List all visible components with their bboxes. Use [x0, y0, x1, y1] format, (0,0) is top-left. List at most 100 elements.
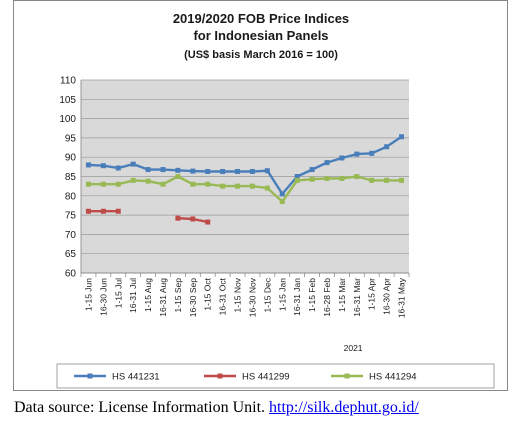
data-point	[190, 216, 196, 222]
y-tick-label: 80	[65, 191, 77, 202]
data-point	[279, 199, 285, 205]
data-point	[235, 183, 241, 189]
x-tick-label: 16-31 Oct	[218, 277, 228, 315]
legend-box	[56, 363, 495, 389]
data-point	[369, 150, 375, 156]
x-tick-label: 16-30 Jun	[98, 278, 108, 316]
x-tick-label: 16-31 May	[397, 277, 407, 318]
x-tick-label: 16-30 Apr	[382, 278, 392, 315]
legend: HS 441231 HS 441299 HS 441294	[74, 372, 417, 383]
data-point	[205, 219, 211, 225]
data-point	[145, 167, 151, 173]
data-point	[324, 160, 330, 166]
y-tick-label: 75	[65, 211, 77, 222]
x-tick-label: 1-15 Aug	[143, 278, 153, 312]
x-tick-label: 16-28 Feb	[322, 278, 332, 317]
data-point	[399, 177, 405, 183]
data-point	[279, 191, 285, 197]
data-point	[354, 174, 360, 179]
data-point	[160, 181, 166, 187]
data-point	[249, 183, 255, 189]
data-point	[115, 165, 121, 171]
data-point	[130, 177, 136, 183]
data-point	[294, 177, 300, 183]
y-tick-label: 110	[60, 76, 76, 87]
data-point	[175, 167, 181, 173]
legend-swatch-marker	[217, 373, 223, 379]
series-line-0	[88, 135, 403, 196]
data-point	[115, 208, 121, 214]
data-point	[100, 163, 106, 169]
x-tick-label: 1-15 Dec	[262, 277, 272, 312]
x-tick-label: 16-31 Jan	[292, 278, 302, 316]
y-tick-label: 105	[59, 95, 76, 106]
data-point	[399, 134, 405, 140]
data-point	[354, 151, 360, 157]
y-tick-label: 90	[65, 153, 77, 164]
x-tick-label: 16-30 Nov	[247, 277, 257, 317]
data-source-caption: Data source: License Information Unit. h…	[14, 399, 514, 417]
chart-title-line-1: 2019/2020 FOB Price Indices	[173, 11, 349, 26]
y-tick-label: 60	[65, 269, 77, 280]
x-tick-label: 1-15 Apr	[367, 278, 377, 310]
data-point	[220, 183, 226, 189]
data-point	[339, 175, 345, 181]
x-axis: 1-15 Jun 16-30 Jun 1-15 Jul 16-31 Jul 1-15 A…	[80, 272, 410, 318]
chart-title-line-2: for Indonesian Panels	[193, 28, 328, 43]
y-tick-label: 95	[65, 133, 77, 144]
x-tick-label: 16-31 Mar	[352, 278, 362, 317]
x-tick-label: 16-30 Sep	[188, 278, 198, 317]
data-point	[235, 168, 241, 174]
data-point	[85, 162, 91, 168]
legend-swatch-marker	[344, 373, 350, 379]
data-point	[100, 208, 106, 214]
caption-text: Data source: License Information Unit.	[14, 399, 270, 416]
data-point	[264, 185, 270, 191]
data-point	[384, 144, 390, 150]
data-point	[130, 161, 136, 167]
data-point	[115, 181, 121, 187]
y-tick-label: 70	[65, 230, 77, 241]
x-tick-label: 1-15 Feb	[307, 278, 317, 312]
data-point	[205, 168, 211, 174]
data-point	[309, 176, 315, 182]
data-point	[190, 181, 196, 187]
x-tick-label: 1-15 Oct	[203, 277, 213, 310]
data-point	[309, 167, 315, 173]
x-tick-label: 1-15 Jun	[83, 278, 93, 311]
y-tick-label: 85	[65, 172, 77, 183]
data-point	[264, 168, 270, 174]
x-tick-label: 16-31 Jul	[128, 278, 138, 313]
data-point	[384, 177, 390, 183]
data-point	[324, 175, 330, 181]
data-point	[100, 181, 106, 187]
data-point	[369, 177, 375, 183]
year-label: 2021	[344, 343, 363, 353]
y-axis: 60 65 70 75 80 85 90 95 100 105 110	[59, 76, 82, 280]
chart-frame: 2019/2020 FOB Price Indices for Indonesi…	[13, 0, 508, 391]
data-point	[294, 174, 300, 179]
data-point	[220, 168, 226, 174]
series-line-2	[88, 175, 402, 203]
x-tick-label: 1-15 Mar	[337, 278, 347, 312]
x-tick-label: 1-15 Nov	[233, 277, 243, 312]
data-point	[190, 168, 196, 174]
source-link[interactable]: http://silk.dephut.go.id/	[269, 399, 419, 416]
data-point	[85, 181, 91, 187]
data-point	[175, 215, 181, 221]
series-lines	[85, 134, 405, 225]
legend-swatch-marker	[87, 373, 93, 379]
x-tick-label: 1-15 Jan	[277, 278, 287, 311]
x-tick-label: 1-15 Jul	[113, 278, 123, 308]
legend-entry: HS 441299	[242, 372, 290, 383]
data-point	[160, 167, 166, 173]
data-point	[249, 168, 255, 174]
chart-subtitle: (US$ basis March 2016 = 100)	[184, 49, 338, 61]
data-point	[145, 178, 151, 184]
gridlines	[81, 79, 409, 274]
data-point	[175, 174, 181, 179]
legend-entry: HS 441231	[112, 372, 160, 383]
data-point	[339, 155, 345, 161]
y-tick-label: 65	[65, 249, 77, 260]
x-tick-label: 1-15 Sep	[173, 278, 183, 313]
